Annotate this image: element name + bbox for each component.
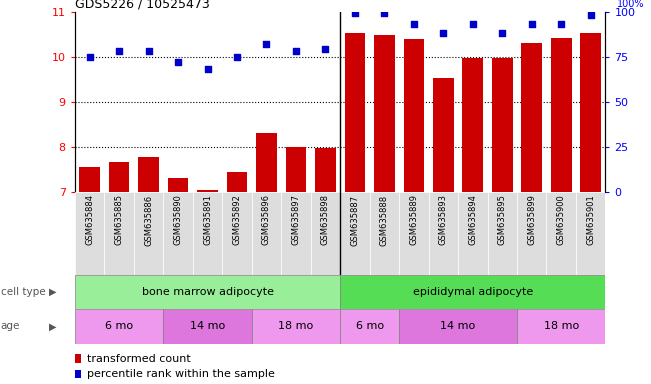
Bar: [340, 309, 399, 344]
Bar: [286, 147, 306, 192]
Text: GSM635888: GSM635888: [380, 194, 389, 246]
Point: [585, 12, 596, 18]
Text: bone marrow adipocyte: bone marrow adipocyte: [141, 287, 273, 297]
Text: GSM635890: GSM635890: [174, 194, 182, 245]
Bar: [281, 192, 311, 275]
Text: ▶: ▶: [49, 321, 57, 331]
Bar: [428, 192, 458, 275]
Text: percentile rank within the sample: percentile rank within the sample: [87, 369, 275, 379]
Point: [438, 30, 449, 36]
Text: epididymal adipocyte: epididymal adipocyte: [413, 287, 533, 297]
Point: [261, 41, 271, 47]
Bar: [521, 43, 542, 192]
Point: [202, 66, 213, 72]
Bar: [252, 192, 281, 275]
Bar: [252, 309, 340, 344]
Point: [232, 53, 242, 60]
Bar: [370, 192, 399, 275]
Bar: [517, 309, 605, 344]
Point: [556, 21, 566, 27]
Bar: [517, 192, 546, 275]
Bar: [227, 172, 247, 192]
Text: GSM635895: GSM635895: [498, 194, 506, 245]
Point: [409, 21, 419, 27]
Bar: [462, 58, 483, 192]
Point: [85, 53, 95, 60]
Bar: [163, 192, 193, 275]
Text: GSM635893: GSM635893: [439, 194, 448, 245]
Bar: [256, 133, 277, 192]
Bar: [551, 38, 572, 192]
Bar: [197, 190, 218, 192]
Point: [527, 21, 537, 27]
Text: GSM635887: GSM635887: [350, 194, 359, 246]
Point: [497, 30, 508, 36]
Text: GSM635898: GSM635898: [321, 194, 330, 245]
Point: [350, 10, 360, 17]
Text: GSM635896: GSM635896: [262, 194, 271, 245]
Bar: [222, 192, 252, 275]
Text: transformed count: transformed count: [87, 354, 190, 364]
Text: GSM635891: GSM635891: [203, 194, 212, 245]
Bar: [488, 192, 517, 275]
Text: GSM635886: GSM635886: [144, 194, 153, 246]
Text: cell type: cell type: [1, 287, 46, 297]
Bar: [340, 192, 370, 275]
Bar: [138, 157, 159, 192]
Bar: [75, 192, 104, 275]
Text: GSM635892: GSM635892: [232, 194, 242, 245]
Text: ▶: ▶: [49, 287, 57, 297]
Bar: [311, 192, 340, 275]
Bar: [340, 275, 605, 309]
Text: GDS5226 / 10525473: GDS5226 / 10525473: [75, 0, 210, 10]
Bar: [193, 192, 222, 275]
Text: GSM635894: GSM635894: [468, 194, 477, 245]
Point: [173, 59, 183, 65]
Bar: [546, 192, 576, 275]
Bar: [75, 309, 163, 344]
Text: GSM635899: GSM635899: [527, 194, 536, 245]
Bar: [576, 192, 605, 275]
Point: [379, 10, 389, 17]
Text: GSM635900: GSM635900: [557, 194, 566, 245]
Bar: [79, 167, 100, 192]
Text: 100%: 100%: [616, 0, 644, 9]
Text: 6 mo: 6 mo: [355, 321, 383, 331]
Bar: [374, 35, 395, 192]
Text: 14 mo: 14 mo: [190, 321, 225, 331]
Bar: [163, 309, 252, 344]
Bar: [168, 177, 188, 192]
Bar: [492, 58, 512, 192]
Point: [143, 48, 154, 54]
Point: [291, 48, 301, 54]
Text: GSM635885: GSM635885: [115, 194, 124, 245]
Text: GSM635901: GSM635901: [586, 194, 595, 245]
Bar: [399, 309, 517, 344]
Bar: [104, 192, 134, 275]
Text: GSM635897: GSM635897: [292, 194, 300, 245]
Bar: [344, 33, 365, 192]
Text: 6 mo: 6 mo: [105, 321, 133, 331]
Text: GSM635889: GSM635889: [409, 194, 419, 245]
Bar: [581, 33, 601, 192]
Bar: [109, 162, 130, 192]
Text: 18 mo: 18 mo: [544, 321, 579, 331]
Bar: [399, 192, 428, 275]
Bar: [75, 275, 340, 309]
Text: age: age: [1, 321, 20, 331]
Text: GSM635884: GSM635884: [85, 194, 94, 245]
Text: 18 mo: 18 mo: [279, 321, 314, 331]
Bar: [404, 39, 424, 192]
Point: [320, 46, 331, 53]
Bar: [134, 192, 163, 275]
Point: [467, 21, 478, 27]
Bar: [458, 192, 488, 275]
Bar: [433, 78, 454, 192]
Text: 14 mo: 14 mo: [441, 321, 476, 331]
Point: [114, 48, 124, 54]
Bar: [315, 148, 336, 192]
